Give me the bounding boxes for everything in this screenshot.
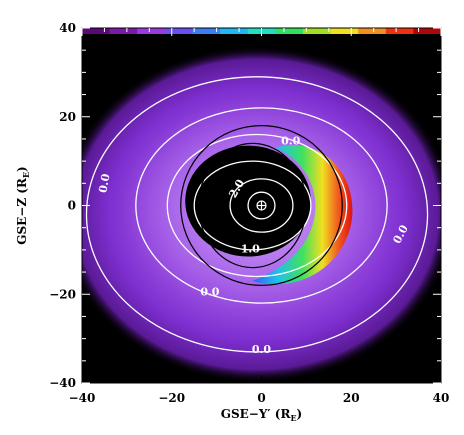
y-tick-label: 40 bbox=[59, 21, 76, 35]
contour-line bbox=[85, 76, 429, 353]
contour-lines bbox=[85, 76, 429, 353]
y-axis: −40 −20 0 20 40 bbox=[49, 21, 441, 390]
colorbar-segment bbox=[109, 28, 138, 34]
x-axis: −40 −20 0 20 40 bbox=[69, 28, 450, 405]
y-axis-title-main: GSE−Z (R bbox=[15, 177, 29, 245]
contour-label: 0.0 bbox=[252, 343, 271, 356]
colorbar-segment bbox=[385, 28, 414, 34]
x-tick-label: −20 bbox=[158, 391, 185, 405]
colorbar-segment bbox=[164, 28, 193, 34]
contour-line bbox=[193, 160, 312, 251]
y-tick-label: 0 bbox=[68, 199, 76, 213]
contour-line bbox=[166, 133, 348, 278]
y-tick-label: −20 bbox=[49, 287, 76, 301]
y-tick-label: −40 bbox=[49, 376, 76, 390]
x-tick-label: 40 bbox=[433, 391, 450, 405]
black-core-region bbox=[185, 145, 311, 257]
x-axis-title: GSE−Y′ (RE) bbox=[221, 407, 302, 423]
colorbar-segment bbox=[330, 28, 359, 34]
x-axis-title-close: ) bbox=[297, 407, 303, 421]
contour-line bbox=[229, 178, 294, 233]
x-tick-label: −40 bbox=[69, 391, 96, 405]
x-tick-label: 0 bbox=[257, 391, 265, 405]
colorbar-segment bbox=[413, 28, 441, 34]
reference-circles bbox=[180, 125, 343, 286]
contour-labels: 0.00.0 2.01.00.00.00.0 bbox=[96, 135, 411, 357]
colorbar-segment bbox=[137, 28, 166, 34]
colorbar-segment bbox=[302, 28, 332, 34]
contour-label: 1.0 bbox=[241, 242, 260, 255]
colorbar-segment bbox=[82, 28, 111, 34]
colorbar-segment bbox=[220, 28, 249, 34]
y-axis-title-close: ) bbox=[15, 166, 29, 172]
contour-label: 0.0 bbox=[96, 172, 112, 193]
x-axis-title-subscript: E bbox=[290, 413, 296, 423]
y-axis-title: GSE−Z (RE) bbox=[15, 166, 31, 245]
plot-area: 0.00.0 2.01.00.00.00.0 bbox=[81, 27, 442, 384]
y-axis-title-subscript: E bbox=[21, 172, 31, 178]
y-tick-label: 20 bbox=[59, 110, 76, 124]
reference-circle bbox=[198, 142, 307, 269]
x-tick-label: 20 bbox=[343, 391, 360, 405]
colorbar-strip bbox=[82, 28, 441, 34]
contour-line bbox=[247, 191, 276, 220]
earth-symbol-icon bbox=[256, 200, 267, 211]
reference-circle bbox=[180, 125, 343, 286]
x-axis-title-main: GSE−Y′ (R bbox=[221, 407, 292, 421]
contour-label: 0.0 bbox=[200, 286, 219, 299]
colorbar-segment bbox=[275, 28, 304, 34]
contour-label: 0.0 bbox=[281, 135, 300, 148]
contour-line bbox=[135, 107, 388, 304]
colorbar-segment bbox=[358, 28, 387, 34]
colorbar-segment bbox=[192, 28, 221, 34]
